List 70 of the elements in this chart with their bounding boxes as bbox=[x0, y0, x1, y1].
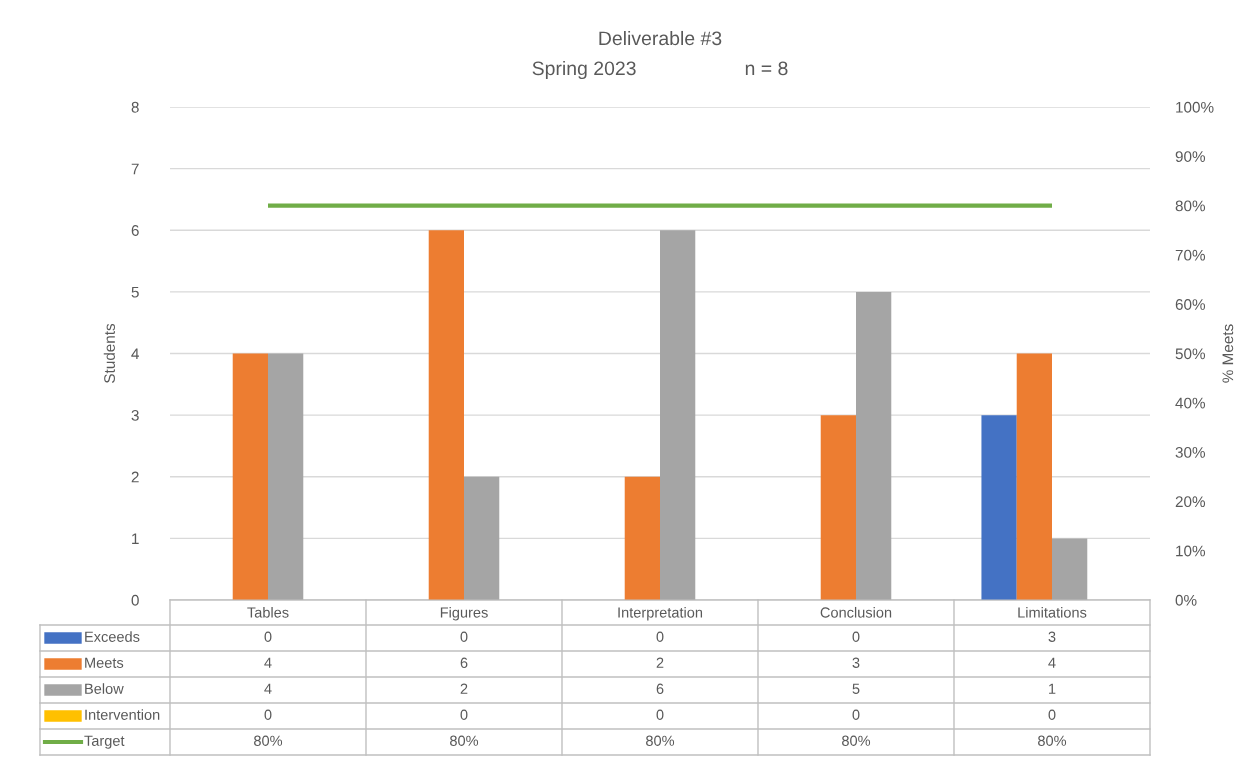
y-tick-label: 1 bbox=[132, 533, 139, 544]
x-tick-label: Limitations bbox=[1018, 606, 1087, 618]
x-tick-label: Interpretation bbox=[618, 606, 703, 621]
data-label: 80% bbox=[842, 735, 871, 746]
data-label: 6 bbox=[656, 683, 664, 694]
y2-tick-label: 50% bbox=[1175, 348, 1206, 360]
data-label: 0 bbox=[852, 709, 860, 720]
chart-title: Deliverable #3 bbox=[599, 30, 722, 46]
legend-label: Exceeds bbox=[85, 631, 140, 642]
x-tick-label: Conclusion bbox=[820, 606, 892, 618]
data-label: 2 bbox=[460, 683, 468, 694]
y2-tick-label: 20% bbox=[1175, 496, 1206, 508]
data-label: 0 bbox=[852, 631, 860, 642]
y-tick-label: 6 bbox=[131, 225, 139, 236]
bar bbox=[660, 230, 696, 600]
bar bbox=[856, 291, 892, 600]
y2-tick-label: 0% bbox=[1175, 594, 1197, 606]
data-label: 80% bbox=[646, 735, 675, 746]
legend-label: Below bbox=[85, 683, 124, 694]
y-tick-label: 4 bbox=[131, 348, 139, 360]
y-tick-label: 0 bbox=[131, 594, 139, 606]
legend-label: Target bbox=[84, 735, 125, 749]
y2-tick-label: 70% bbox=[1175, 249, 1206, 261]
data-label: 5 bbox=[852, 683, 860, 694]
y2-tick-label: 60% bbox=[1175, 299, 1206, 310]
bar bbox=[1052, 538, 1088, 600]
data-label: 4 bbox=[264, 683, 272, 694]
legend-label: Intervention bbox=[85, 709, 160, 720]
bar bbox=[232, 353, 268, 600]
y-tick-label: 8 bbox=[131, 101, 139, 113]
bar bbox=[624, 476, 660, 600]
data-label: 4 bbox=[1048, 657, 1056, 668]
bar bbox=[820, 415, 856, 600]
data-label: 80% bbox=[1038, 735, 1067, 746]
data-label: 6 bbox=[460, 657, 468, 668]
y-axis-title: Students bbox=[103, 323, 115, 383]
y2-tick-label: 30% bbox=[1175, 446, 1206, 458]
bar bbox=[981, 415, 1017, 600]
y2-tick-label: 40% bbox=[1175, 397, 1206, 409]
y2-axis-title: % Meets bbox=[1222, 324, 1234, 383]
data-label: 80% bbox=[254, 735, 283, 746]
y2-tick-label: 80% bbox=[1175, 200, 1206, 212]
y2-tick-label: 90% bbox=[1175, 151, 1206, 162]
data-label: 0 bbox=[264, 709, 272, 720]
data-label: 0 bbox=[460, 631, 468, 642]
data-label: 3 bbox=[1048, 631, 1056, 642]
y-tick-label: 2 bbox=[131, 471, 139, 483]
x-tick-label: Tables bbox=[247, 606, 289, 618]
bar bbox=[1016, 353, 1052, 600]
bar bbox=[464, 476, 500, 600]
data-label: 80% bbox=[450, 735, 479, 746]
data-label: 0 bbox=[264, 631, 272, 642]
legend-label: Meets bbox=[85, 657, 124, 668]
data-label: 0 bbox=[656, 631, 664, 642]
chart-subtitle: Spring 2023 n = 8 bbox=[532, 60, 788, 80]
data-label: 2 bbox=[656, 657, 664, 668]
y-tick-label: 7 bbox=[131, 163, 139, 175]
data-label: 0 bbox=[460, 709, 468, 720]
y-tick-label: 3 bbox=[131, 409, 139, 421]
y-tick-label: 5 bbox=[131, 286, 139, 298]
data-label: 1 bbox=[1049, 683, 1056, 694]
data-label: 3 bbox=[852, 657, 860, 668]
y2-tick-label: 10% bbox=[1176, 545, 1206, 557]
bar bbox=[268, 353, 304, 600]
bar bbox=[428, 230, 464, 600]
data-label: 4 bbox=[264, 657, 272, 668]
data-label: 0 bbox=[1048, 709, 1056, 720]
y2-tick-label: 100% bbox=[1176, 101, 1214, 113]
x-tick-label: Figures bbox=[440, 606, 488, 621]
data-label: 0 bbox=[656, 709, 664, 720]
